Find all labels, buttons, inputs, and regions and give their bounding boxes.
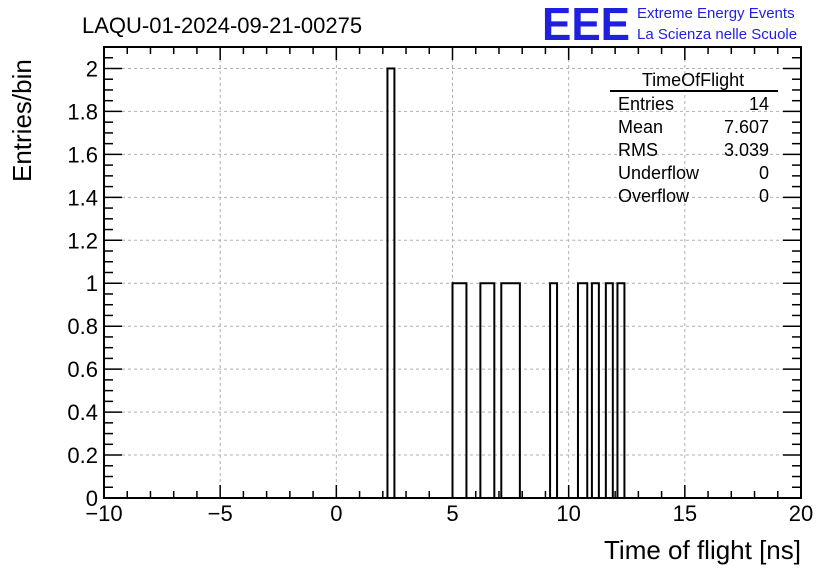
stats-row-label: Underflow [618, 163, 700, 183]
y-tick-label: 1.6 [67, 142, 98, 167]
y-tick-label: 2 [86, 56, 98, 81]
stats-row-value: 0 [759, 163, 769, 183]
stats-row-label: Overflow [618, 186, 690, 206]
histogram-bin [604, 282, 614, 499]
stats-row-value: 14 [749, 94, 769, 114]
x-tick-label: −5 [208, 501, 233, 526]
histogram-bin [479, 282, 496, 499]
stats-row-label: RMS [618, 140, 658, 160]
y-tick-label: 0.6 [67, 357, 98, 382]
stats-box-title: TimeOfFlight [642, 70, 744, 90]
x-axis-label: Time of flight [ns] [604, 535, 801, 565]
y-tick-label: 1.8 [67, 99, 98, 124]
brand-logo: EEE [542, 0, 630, 50]
histogram-bin [500, 282, 521, 499]
histogram-bin [451, 282, 468, 499]
stats-row-value: 3.039 [724, 140, 769, 160]
y-tick-labels: 0 0.2 0.4 0.6 0.8 1 1.2 1.4 1.6 1.8 2 [67, 56, 98, 511]
x-tick-labels: −10 −5 0 5 10 15 20 [85, 501, 813, 526]
histogram-bin [549, 282, 559, 499]
y-tick-label: 0 [86, 486, 98, 511]
brand-line-2: La Scienza nelle Scuole [637, 26, 797, 43]
x-tick-label: 15 [673, 501, 697, 526]
stats-row-label: Mean [618, 117, 663, 137]
stats-box: TimeOfFlight Entries 14 Mean 7.607 RMS 3… [610, 70, 778, 206]
y-tick-label: 1.2 [67, 228, 98, 253]
y-axis-label: Entries/bin [7, 59, 37, 182]
histogram-bin [616, 282, 626, 499]
brand-line-1: Extreme Energy Events [637, 5, 795, 22]
y-tick-label: 0.4 [67, 400, 98, 425]
stats-row-value: 0 [759, 186, 769, 206]
histogram-bin [590, 282, 600, 499]
brand-block: EEE Extreme Energy Events La Scienza nel… [542, 0, 797, 50]
y-tick-label: 1.4 [67, 185, 98, 210]
axis-ticks [103, 46, 802, 499]
x-tick-label: 5 [446, 501, 458, 526]
stats-row-value: 7.607 [724, 117, 769, 137]
y-tick-label: 1 [86, 271, 98, 296]
chart-title: LAQU-01-2024-09-21-00275 [82, 13, 362, 38]
histogram-bin [576, 282, 589, 499]
y-tick-label: 0.2 [67, 443, 98, 468]
x-tick-label: 0 [330, 501, 342, 526]
histogram-bars [386, 67, 626, 499]
y-tick-label: 0.8 [67, 314, 98, 339]
x-tick-label: 20 [789, 501, 813, 526]
stats-row-label: Entries [618, 94, 674, 114]
x-tick-label: −10 [85, 501, 122, 526]
x-tick-label: 10 [556, 501, 580, 526]
